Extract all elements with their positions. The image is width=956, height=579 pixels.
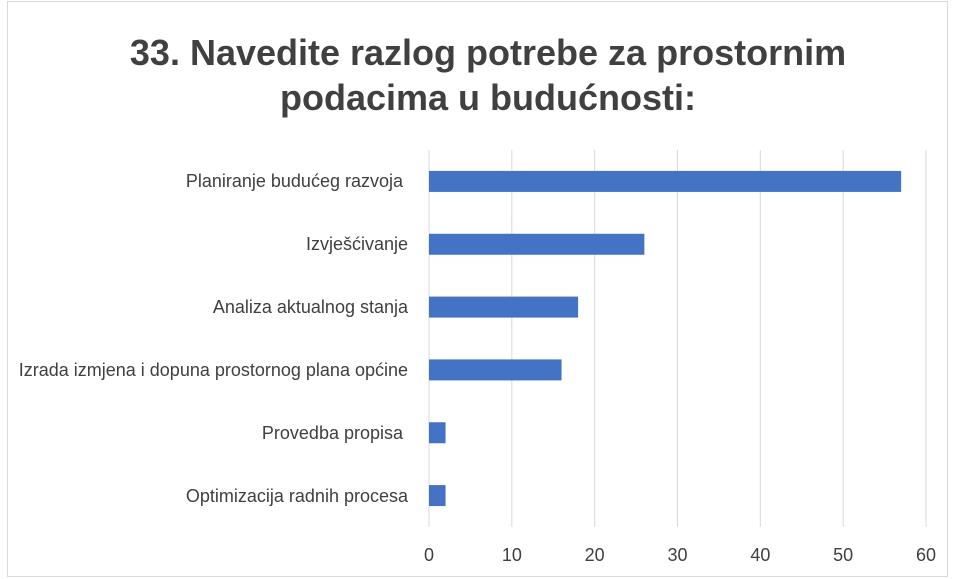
x-tick-label: 30 [667, 545, 687, 565]
y-tick-label: Provedba propisa [8, 422, 408, 444]
bar [429, 296, 579, 318]
x-tick-label: 50 [833, 545, 853, 565]
bar [429, 422, 446, 444]
x-tick-label: 20 [585, 545, 605, 565]
category-text: Provedba propisa [261, 422, 408, 443]
category-text: Analiza aktualnog stanja [212, 297, 408, 318]
x-tick-label: 10 [502, 545, 522, 565]
y-tick-label: Izrada izmjena i dopuna prostornog plana… [8, 359, 408, 381]
bar [429, 233, 645, 255]
bar [429, 359, 562, 381]
x-tick-label: 60 [916, 545, 936, 565]
y-tick-label: Optimizacija radnih procesa [8, 485, 408, 507]
category-text: Izvješćivanje [305, 234, 408, 255]
bar [429, 485, 446, 507]
x-tick-label: 40 [750, 545, 770, 565]
chart-title: 33. Navedite razlog potrebe za prostorni… [129, 32, 847, 118]
x-tick-label: 0 [424, 545, 434, 565]
category-text: Optimizacija radnih procesa [185, 485, 408, 506]
category-text: Planiranje budućeg razvoja [185, 171, 408, 192]
y-tick-label: Analiza aktualnog stanja [8, 296, 408, 318]
y-tick-label: Izvješćivanje [8, 233, 408, 255]
chart-border [7, 1, 948, 577]
bar [429, 170, 902, 192]
y-tick-label: Planiranje budućeg razvoja [8, 170, 408, 192]
category-text: Izrada izmjena i dopuna prostornog plana… [18, 359, 408, 380]
